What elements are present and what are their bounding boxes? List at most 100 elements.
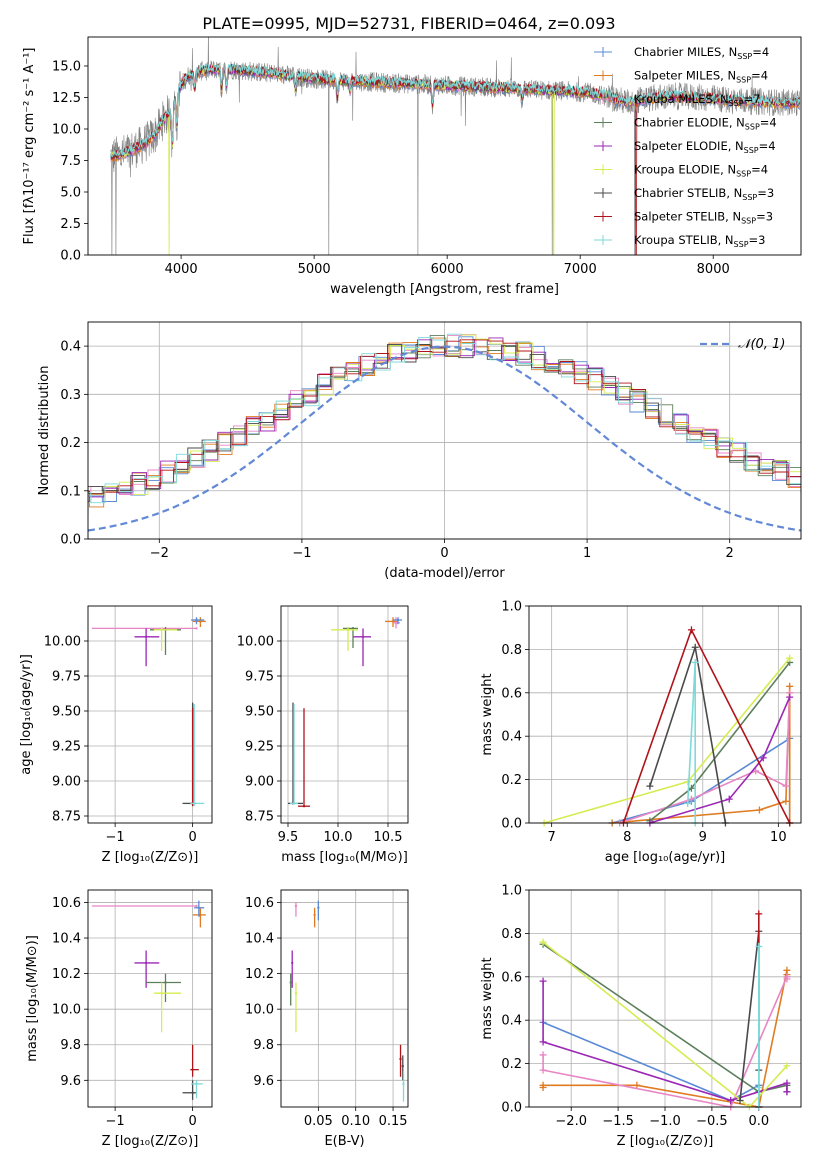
x-tick-label: −1 bbox=[292, 546, 311, 561]
histogram-step-kroupa-stelib bbox=[88, 333, 801, 504]
y-tick-label: 10.0 bbox=[52, 122, 81, 137]
weight-vs-metallicity-chart: −2.0 −1.5 −1.0 −0.5 0.0 0.0 0.2 0.4 0.6 0.8 1.0 Z [… bbox=[480, 884, 802, 1149]
legend-entry-suffix: =4 bbox=[759, 139, 776, 153]
gaussian-curve bbox=[88, 345, 801, 532]
series-marker bbox=[759, 754, 767, 762]
series-marker bbox=[539, 1066, 547, 1074]
series-marker bbox=[783, 1088, 791, 1096]
y-tick-label: 9.25 bbox=[52, 740, 81, 755]
weight-vs-age-chart: 7 8 9 10 0.0 0.2 0.4 0.6 0.8 1.0 age [log₁₀(age/yr… bbox=[480, 600, 802, 865]
histogram-step-salpeter-stelib bbox=[88, 339, 801, 495]
y-tick-label: 0.8 bbox=[501, 643, 522, 658]
y-tick-label: 1.0 bbox=[501, 600, 522, 615]
data-point bbox=[144, 635, 148, 638]
series-marker bbox=[755, 910, 763, 918]
x-tick-label: −1.0 bbox=[649, 1114, 681, 1129]
legend-label: 𝒩(0, 1) bbox=[738, 337, 785, 352]
x-tick-label: 10.0 bbox=[324, 830, 353, 845]
legend-entry-suffix: =3 bbox=[756, 210, 773, 224]
legend-entry-label: Salpeter ELODIE, N bbox=[634, 139, 744, 153]
series-marker bbox=[539, 1051, 547, 1059]
mass-vs-ebv-chart: 0.05 0.10 0.15 9.6 9.8 10.0 10.2 10.4 10.6 E(B-V) bbox=[245, 889, 409, 1149]
series-marker bbox=[782, 797, 790, 805]
x-tick-label: 0.05 bbox=[304, 1114, 333, 1129]
histogram-step-chabrier-elodie bbox=[88, 334, 801, 515]
series-marker bbox=[782, 782, 790, 790]
x-axis-label: age [log₁₀(age/yr)] bbox=[605, 850, 726, 865]
y-tick-label: 1.0 bbox=[501, 884, 522, 899]
x-tick-label: 8 bbox=[623, 830, 631, 845]
y-tick-label: 7.5 bbox=[60, 154, 81, 169]
series-marker bbox=[684, 778, 692, 786]
series-marker bbox=[727, 1096, 735, 1104]
series-marker bbox=[736, 1096, 744, 1104]
data-point bbox=[164, 981, 167, 984]
legend-entry-sub: SSP bbox=[734, 240, 749, 249]
series-marker bbox=[725, 795, 733, 803]
legend-entry-label: Chabrier STELIB, N bbox=[634, 186, 742, 200]
series-marker bbox=[755, 806, 763, 814]
axes-frame bbox=[528, 889, 802, 1108]
x-axis-label: Z [log₁₀(Z/Z⊙)] bbox=[102, 1134, 199, 1149]
legend-entry-label: Kroupa MILES, N bbox=[634, 92, 729, 106]
series-marker bbox=[786, 682, 794, 690]
legend-entry-label: Salpeter MILES, N bbox=[634, 69, 736, 83]
y-tick-label: 0.1 bbox=[60, 484, 81, 499]
model-spectrum-kroupa-stelib bbox=[110, 62, 801, 159]
data-point bbox=[144, 961, 148, 965]
series-marker bbox=[684, 799, 692, 807]
series-marker bbox=[783, 1079, 791, 1087]
legend-entry-sub: SSP bbox=[736, 76, 751, 85]
y-tick-label: 9.50 bbox=[245, 705, 274, 720]
x-tick-label: −2 bbox=[150, 546, 169, 561]
data-point bbox=[391, 620, 395, 623]
histogram-step-chabrier-miles bbox=[88, 336, 801, 502]
legend-entry: Chabrier MILES, NSSP=4 bbox=[634, 45, 769, 61]
y-tick-label: 10.4 bbox=[245, 932, 274, 947]
y-tick-label: 0.0 bbox=[60, 533, 81, 548]
legend-entry-sub: SSP bbox=[742, 193, 757, 202]
y-tick-label: 9.75 bbox=[52, 670, 81, 685]
series-line-chabrier-stelib bbox=[739, 931, 760, 1101]
x-axis-label: mass [log₁₀(M/M⊙)] bbox=[281, 850, 408, 865]
x-tick-label: 7 bbox=[548, 830, 556, 845]
x-tick-label: 5000 bbox=[298, 262, 331, 277]
y-tick-label: 9.6 bbox=[60, 1074, 81, 1089]
x-tick-label: 9.5 bbox=[278, 830, 299, 845]
x-tick-label: −2.0 bbox=[555, 1114, 587, 1129]
legend-entry: Kroupa MILES, NSSP=7 bbox=[634, 92, 760, 108]
legend-entry-label: Chabrier MILES, N bbox=[634, 45, 737, 59]
legend-entry-label: Kroupa STELIB, N bbox=[634, 233, 734, 247]
data-point bbox=[191, 1068, 194, 1071]
y-tick-label: 0.2 bbox=[501, 773, 522, 788]
data-point bbox=[394, 621, 398, 624]
y-axis-label: mass weight bbox=[480, 957, 495, 1039]
y-tick-label: 0.3 bbox=[60, 388, 81, 403]
series-marker bbox=[691, 643, 699, 651]
y-tick-label: 9.8 bbox=[60, 1038, 81, 1053]
x-tick-label: 10 bbox=[770, 830, 787, 845]
y-tick-label: 10.4 bbox=[52, 932, 81, 947]
series-marker bbox=[539, 938, 547, 946]
series-marker bbox=[646, 782, 654, 790]
legend-entry-label: Chabrier ELODIE, N bbox=[634, 116, 745, 130]
legend-entry-sub: SSP bbox=[729, 99, 744, 108]
data-point bbox=[294, 904, 298, 908]
axes-frame bbox=[87, 605, 213, 824]
series-marker bbox=[783, 975, 791, 983]
y-tick-label: 10.0 bbox=[52, 1003, 81, 1018]
y-tick-label: 0.0 bbox=[501, 1101, 522, 1116]
histogram-step-chabrier-stelib bbox=[88, 343, 801, 512]
legend-entry: Kroupa STELIB, NSSP=3 bbox=[634, 233, 765, 249]
data-point bbox=[195, 1082, 198, 1086]
series-marker bbox=[755, 1083, 763, 1091]
data-point bbox=[399, 1057, 402, 1061]
legend-entry-sub: SSP bbox=[741, 217, 756, 226]
axes-frame bbox=[280, 605, 409, 824]
y-tick-label: 8.75 bbox=[245, 810, 274, 825]
y-tick-label: 9.00 bbox=[52, 775, 81, 790]
axes-frame bbox=[528, 605, 802, 824]
series-marker bbox=[687, 626, 695, 634]
legend-entry-label: Kroupa ELODIE, N bbox=[634, 163, 736, 177]
x-axis-label: Z [log₁₀(Z/Z⊙)] bbox=[102, 850, 199, 865]
